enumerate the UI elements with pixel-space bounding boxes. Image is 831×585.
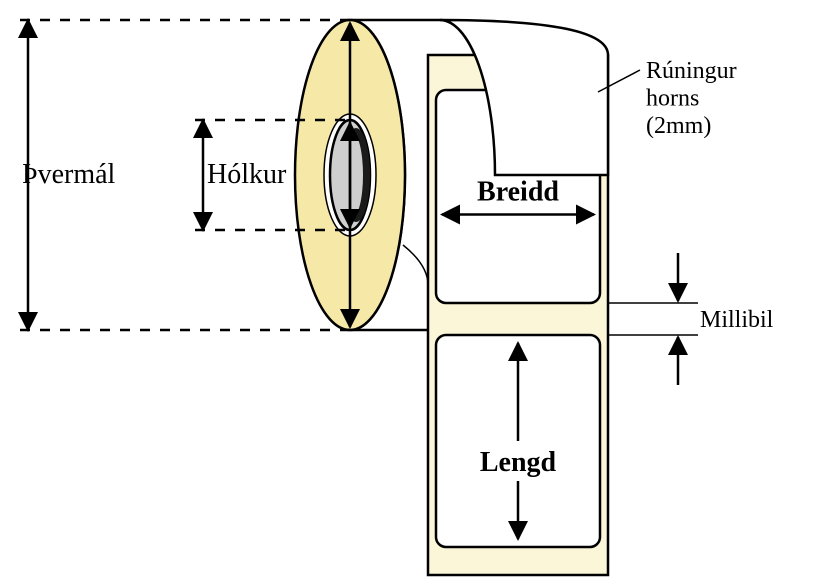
label-diameter: Þvermál xyxy=(22,159,116,190)
label-gap: Millibil xyxy=(700,307,774,333)
label-core: Hólkur xyxy=(207,159,287,190)
core-inner-highlight xyxy=(341,132,363,218)
label-length: Lengd xyxy=(480,447,557,478)
label-roll-diagram: Þvermál Hólkur Breidd Lengd Millibil Rúningur… xyxy=(0,0,831,585)
label-corner: Rúningurhorns(2mm) xyxy=(646,58,737,139)
label-width: Breidd xyxy=(477,177,559,208)
